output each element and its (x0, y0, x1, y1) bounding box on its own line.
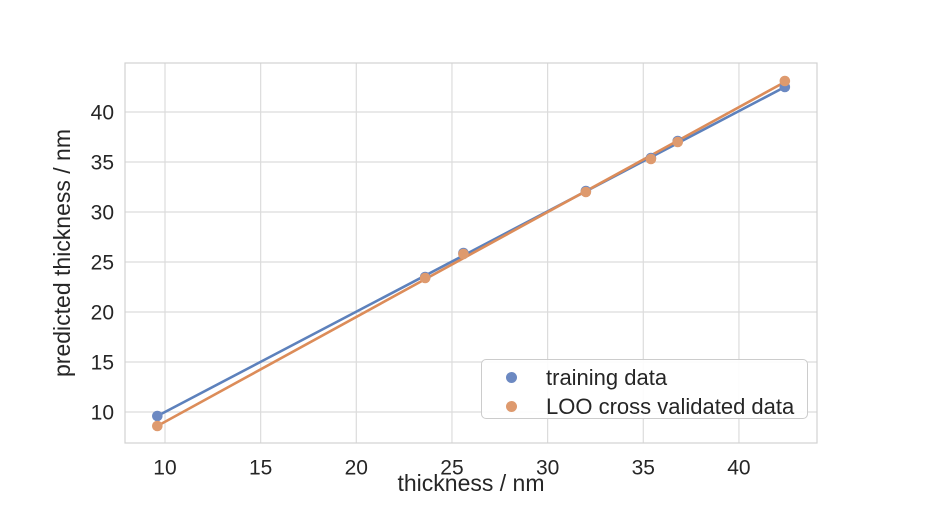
legend-item-loo-data: LOO cross validated data (482, 392, 807, 421)
x-tick-label-35: 35 (632, 456, 655, 479)
y-tick-label-10: 10 (91, 402, 114, 425)
legend-marker-loo-icon (506, 401, 517, 412)
y-tick-label-25: 25 (91, 252, 114, 275)
plot-border (124, 62, 818, 444)
data-point-series-1-0 (152, 420, 163, 432)
x-tick-label-25: 25 (440, 456, 463, 479)
legend-label-training-data: training data (546, 364, 668, 390)
x-axis-label: thickness / nm (398, 470, 545, 496)
legend: training data LOO cross validated data (481, 359, 808, 419)
x-tick-label-15: 15 (249, 456, 272, 479)
data-point-series-0-0 (152, 410, 163, 422)
legend-item-training-data: training data (482, 363, 807, 392)
data-point-series-1-6 (779, 75, 791, 87)
legend-marker-training-icon (506, 372, 517, 383)
data-point-series-1-3 (580, 186, 592, 198)
data-point-series-1-1 (419, 272, 431, 284)
y-tick-label-35: 35 (91, 152, 114, 175)
data-point-series-1-4 (645, 153, 657, 165)
x-tick-label-30: 30 (536, 456, 559, 479)
data-point-series-1-5 (672, 136, 684, 148)
legend-label-loo-data: LOO cross validated data (546, 393, 795, 419)
data-point-series-1-2 (458, 248, 469, 260)
y-tick-label-40: 40 (91, 102, 114, 125)
x-tick-label-20: 20 (345, 456, 368, 479)
y-axis-label: predicted thickness / nm (49, 129, 75, 377)
y-tick-label-30: 30 (91, 202, 114, 225)
y-tick-label-15: 15 (91, 352, 114, 375)
y-tick-label-20: 20 (91, 302, 114, 325)
x-tick-label-40: 40 (727, 456, 750, 479)
x-tick-label-10: 10 (153, 456, 176, 479)
